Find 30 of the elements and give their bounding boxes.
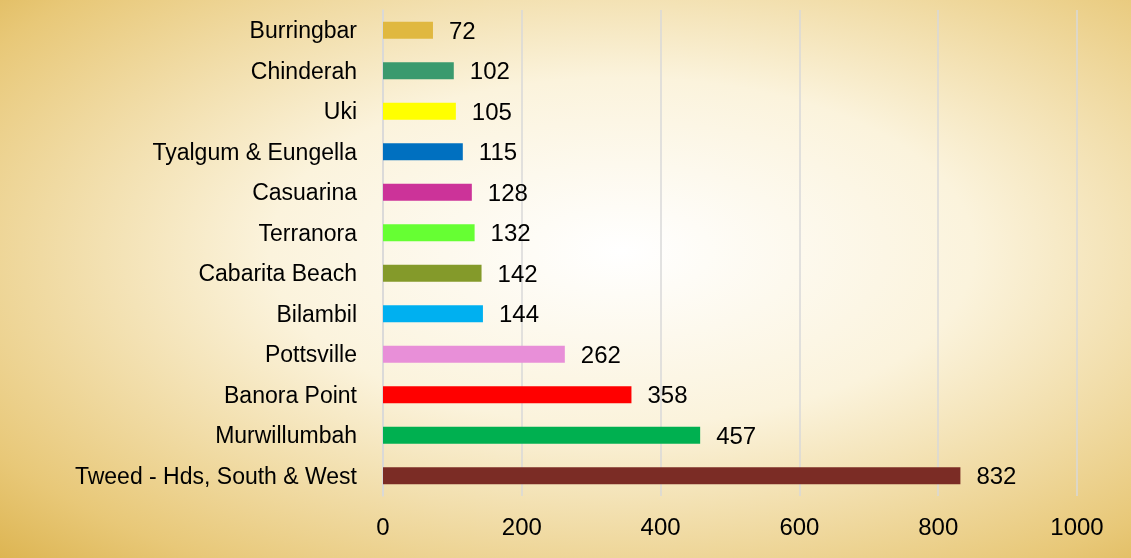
x-tick-label: 400 (640, 512, 681, 540)
data-label: 144 (498, 300, 539, 328)
y-tick-label: Banora Point (224, 381, 358, 408)
y-tick-label: Casuarina (252, 179, 358, 206)
x-tick-label: 1000 (1050, 512, 1104, 540)
y-tick-label: Terranora (258, 219, 358, 246)
y-tick-label: Chinderah (250, 57, 357, 84)
y-tick-label: Pottsville (264, 341, 357, 368)
y-tick-label: Uki (323, 98, 357, 125)
data-label: 115 (478, 138, 518, 166)
y-tick-label: Bilambil (276, 300, 357, 327)
data-label: 358 (647, 381, 688, 409)
x-tick-label: 200 (501, 512, 542, 540)
x-tick-label: 800 (918, 512, 959, 540)
data-label: 102 (469, 57, 510, 85)
data-label: 128 (487, 178, 528, 206)
y-tick-label: Burringbar (249, 17, 358, 44)
y-tick-label: Tweed - Hds, South & West (74, 462, 358, 489)
data-label: 262 (580, 340, 621, 368)
data-label: 132 (490, 219, 531, 247)
y-tick-label: Tyalgum & Eungella (152, 138, 358, 165)
data-label: 105 (471, 97, 512, 125)
data-label: 72 (448, 16, 476, 44)
data-label: 142 (497, 259, 538, 287)
y-tick-label: Cabarita Beach (198, 260, 357, 287)
x-tick-label: 0 (376, 512, 390, 540)
data-label: 457 (716, 421, 757, 449)
data-label: 832 (976, 462, 1017, 490)
y-tick-label: Murwillumbah (215, 422, 357, 449)
x-tick-label: 600 (779, 512, 820, 540)
